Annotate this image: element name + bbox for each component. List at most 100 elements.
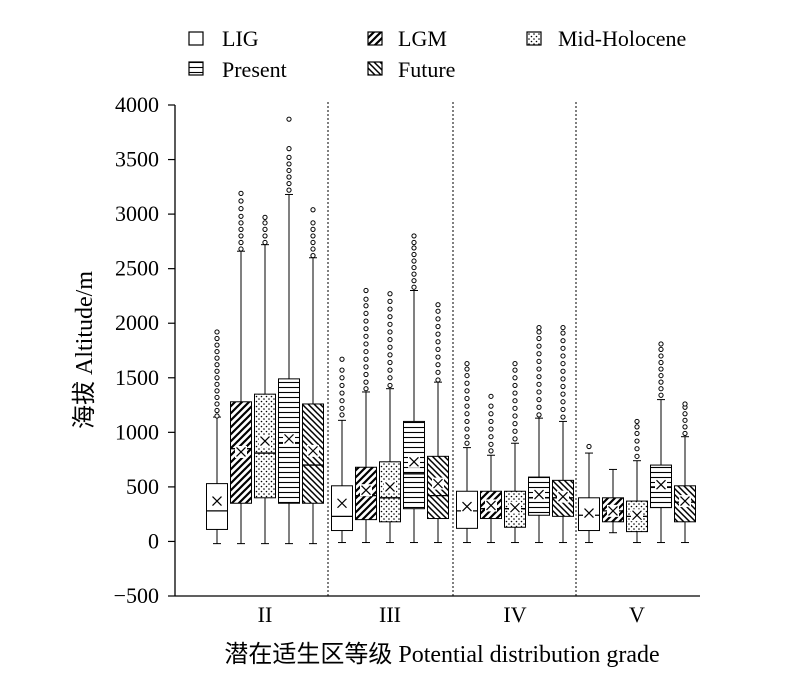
box-iii-lig-outlier (339, 375, 345, 381)
box-ii-mid-holocene-outlier (262, 214, 268, 220)
box-iv-present-outlier (536, 329, 542, 335)
box-ii-future-outlier (310, 252, 316, 259)
box-iv-future-outlier (560, 324, 566, 331)
box-iv-lig-outlier (464, 380, 470, 386)
box-ii-future (302, 207, 324, 545)
box-iv-lig (456, 360, 478, 544)
box-iii-future-outlier (435, 316, 441, 322)
box-v-future-outlier (682, 417, 688, 423)
box-ii-future-outlier (310, 239, 316, 246)
legend-item-present: Present (188, 57, 287, 82)
box-ii-lig-outlier (214, 401, 220, 407)
box-iv-future-outlier (560, 353, 566, 359)
box-iv-lgm-outlier (488, 441, 494, 447)
box-ii-present-outlier (286, 146, 292, 152)
legend-swatch-mid-holocene (526, 31, 542, 46)
box-iii-future-outlier (435, 362, 441, 368)
box-ii-future-outlier (310, 220, 316, 226)
legend-label-lgm: LGM (398, 26, 447, 51)
box-iv-present-outlier (536, 351, 542, 357)
y-axis-ticks: −500 0 500 1000 1500 2000 2500 3000 3500 4000 (114, 92, 175, 608)
box-ii-present-mean (284, 433, 294, 444)
box-v-present-outlier (658, 341, 664, 347)
legend-item-lgm: LGM (367, 26, 447, 51)
box-iv-lgm-outlier (488, 403, 494, 409)
box-iii-present-outlier (411, 264, 417, 271)
box-iv-mid-holocene (504, 360, 526, 544)
box-iv-mid-holocene-outlier (512, 360, 518, 367)
box-iv-lig-outlier (464, 426, 470, 432)
box-ii-mid-holocene (254, 214, 276, 545)
y-tick-label: −500 (114, 583, 159, 608)
box-iv-lig-outlier (464, 411, 470, 417)
box-ii-mid-holocene-outlier (262, 226, 268, 232)
box-iii-lgm-outlier (363, 356, 369, 362)
box-iv-future (552, 324, 574, 544)
box-ii-lgm-outlier (238, 233, 244, 239)
box-iii-lig-outlier (339, 390, 345, 396)
box-iv-lig-outlier (464, 434, 470, 440)
box-iv-present-mean (534, 489, 544, 500)
box-iv-present-outlier (536, 366, 542, 372)
box-iii-lgm (355, 287, 377, 544)
box-v-present-mean (656, 479, 666, 490)
box-iii-mid-holocene-mean (385, 481, 395, 492)
box-iii-mid-holocene-outlier (387, 359, 393, 366)
box-v-future-outlier (682, 424, 688, 430)
box-ii-lig-outlier (214, 368, 220, 374)
box-iv-future-outlier (560, 376, 566, 382)
box-iv-mid-holocene-outlier (512, 367, 518, 373)
legend-item-mid-holocene: Mid-Holocene (526, 26, 686, 51)
box-ii-lig-outlier (214, 381, 220, 387)
box-iv-future-outlier (560, 330, 566, 336)
box-ii-lgm-outlier (238, 206, 244, 212)
box-iii-lgm-outlier (363, 303, 369, 309)
legend-swatch-present (188, 61, 204, 76)
box-iii-present-outlier (411, 233, 417, 239)
box-v-present-outlier (658, 353, 664, 359)
box-ii-lig-outlier (214, 407, 220, 414)
box-iii-present-outlier (411, 278, 417, 284)
box-iii-mid-holocene-outlier (387, 291, 393, 297)
y-tick-label: 3500 (115, 147, 159, 172)
box-ii-present-outlier (286, 187, 292, 193)
box-iii-mid-holocene-outlier (387, 298, 393, 304)
box-ii-lgm-outlier (238, 246, 244, 252)
box-v-mid-holocene-mean (632, 510, 642, 521)
box-ii-lig-outlier (214, 388, 220, 394)
box-iv-present-outlier (536, 374, 542, 380)
box-ii-lig-outlier (214, 335, 220, 342)
box-v-mid-holocene-outlier (634, 430, 640, 437)
box-iii-future-outlier (435, 331, 441, 337)
box-iii-mid-holocene-outlier (387, 306, 393, 312)
box-ii-lig-outlier (214, 375, 220, 381)
box-ii-present-outlier (286, 180, 292, 187)
box-ii-lig-outlier (214, 355, 220, 361)
box-iii-present (403, 233, 425, 544)
legend-label-future: Future (398, 57, 455, 82)
box-ii-future-outlier (310, 246, 316, 252)
box-iii-future-outlier (435, 369, 441, 375)
box-iii-mid-holocene-outlier (387, 336, 393, 343)
axes (174, 105, 700, 597)
box-iii-mid-holocene-outlier (387, 375, 393, 381)
box-v-lgm-mean (608, 505, 618, 516)
x-tick-label-v: V (629, 602, 645, 627)
legend-label-present: Present (222, 57, 287, 82)
box-iii-lgm-outlier (363, 341, 369, 347)
legend-swatch-lig (188, 31, 204, 46)
legend-item-future: Future (367, 57, 455, 82)
box-iv-lgm (480, 393, 502, 544)
box-iv-future-outlier (560, 406, 566, 413)
box-ii-future-outlier (310, 207, 316, 213)
box-iv-present-outlier (536, 404, 542, 410)
legend-item-lig: LIG (188, 26, 259, 51)
box-v-lig-outlier (586, 443, 592, 450)
box-ii-lig-mean (212, 496, 222, 506)
box-iv-future-outlier (560, 338, 566, 344)
box-ii-future-outlier (310, 233, 316, 239)
box-v-future-mean (680, 496, 690, 506)
box-iv-mid-holocene-outlier (512, 375, 518, 381)
box-iv-lig-outlier (464, 372, 470, 379)
box-ii-lgm-mean (236, 447, 246, 457)
